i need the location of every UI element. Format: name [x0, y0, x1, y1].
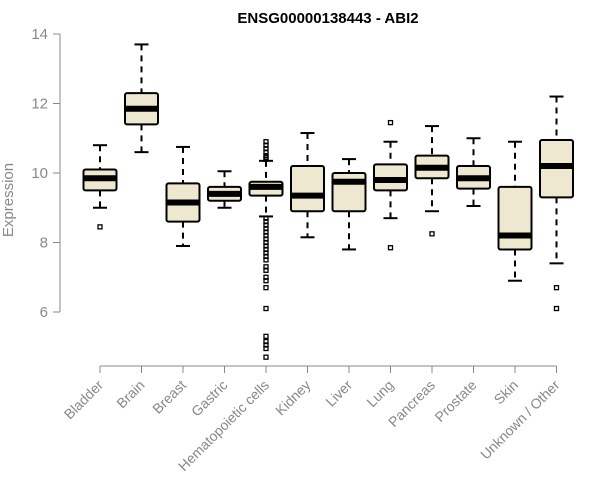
box-group — [290, 132, 325, 239]
y-tick-label: 12 — [31, 96, 48, 113]
x-category-label: Breast — [149, 377, 189, 417]
outlier-point — [387, 245, 394, 251]
outlier-point — [263, 278, 269, 284]
x-category-label: Prostate — [431, 377, 479, 425]
y-tick-label: 6 — [40, 304, 48, 321]
box-group — [331, 158, 367, 251]
outlier-point — [263, 156, 269, 162]
y-axis-label: Expression — [0, 163, 17, 237]
y-tick-label: 10 — [31, 165, 48, 182]
outlier-point — [553, 305, 560, 312]
box-rect — [497, 185, 533, 251]
box-group — [248, 139, 284, 360]
outlier-point — [263, 305, 269, 312]
outlier-point — [263, 333, 269, 339]
box-group — [497, 140, 533, 282]
x-category-label: Liver — [322, 377, 355, 410]
box-group — [82, 144, 118, 230]
outlier-point — [263, 257, 269, 263]
outlier-point — [553, 285, 560, 291]
outlier-point — [263, 285, 269, 291]
box-group — [373, 119, 408, 251]
y-tick-label: 14 — [31, 26, 48, 43]
box-group — [539, 95, 574, 312]
x-category-label: Lung — [363, 377, 396, 410]
box-group — [124, 43, 159, 154]
y-tick-label: 8 — [40, 235, 48, 252]
x-category-label: Unknown / Other — [477, 377, 563, 463]
x-category-label: Skin — [491, 377, 522, 408]
x-category-label: Bladder — [61, 377, 107, 423]
plot-area — [82, 43, 574, 360]
y-axis: 6 8 10 12 14 — [31, 26, 61, 321]
outlier-point — [387, 119, 394, 126]
box-group — [165, 145, 201, 247]
outlier-point — [429, 231, 435, 237]
x-category-label: Kidney — [272, 377, 314, 419]
chart-title: ENSG00000138443 - ABI2 — [237, 10, 418, 27]
box-group — [207, 170, 242, 209]
outlier-point — [263, 354, 269, 360]
box-rect — [290, 165, 325, 213]
outlier-point — [263, 345, 269, 352]
outlier-point — [263, 267, 269, 273]
box-group — [456, 137, 491, 208]
outlier-point — [97, 224, 103, 230]
box-group — [414, 125, 450, 237]
x-category-label: Brain — [113, 377, 147, 411]
